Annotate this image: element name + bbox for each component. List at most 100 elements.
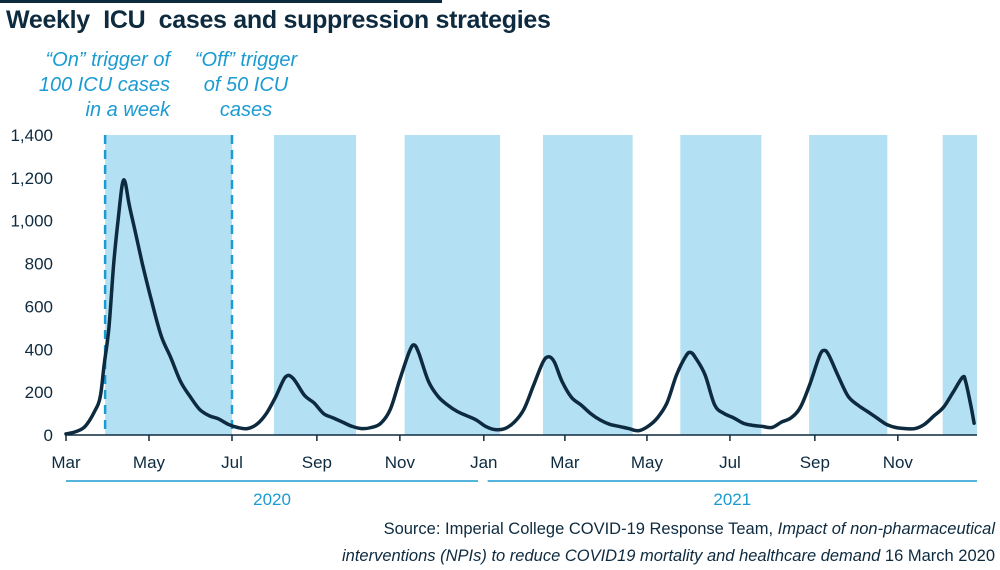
data-point xyxy=(656,416,659,419)
data-point xyxy=(704,374,707,376)
data-point xyxy=(666,401,668,404)
data-point xyxy=(904,427,907,430)
data-point xyxy=(818,354,821,357)
data-point xyxy=(799,406,802,409)
source-note: Source: Imperial College COVID-19 Respon… xyxy=(295,516,995,570)
suppression-period-2 xyxy=(273,135,356,435)
source-suffix: 16 March 2020 xyxy=(880,547,995,565)
data-point xyxy=(689,351,692,354)
year-label-2020: 2020 xyxy=(253,490,291,509)
data-point xyxy=(360,427,363,430)
data-point xyxy=(553,361,556,364)
x-tick-label: May xyxy=(631,453,664,472)
data-point xyxy=(121,183,124,186)
data-point xyxy=(217,418,220,420)
x-tick-label: Jul xyxy=(221,453,243,472)
data-point xyxy=(274,395,277,398)
x-tick-label: Jan xyxy=(470,453,497,472)
data-point xyxy=(923,423,926,426)
data-point xyxy=(790,416,792,419)
off-trigger-annotation: “Off” trigger of 50 ICU cases xyxy=(194,49,298,121)
on-trigger-annotation: “On” trigger of 100 ICU cases in a week xyxy=(38,49,170,121)
data-point xyxy=(513,421,516,424)
year-label-2021: 2021 xyxy=(713,490,751,509)
data-point xyxy=(542,361,544,364)
data-point xyxy=(74,430,77,433)
data-point xyxy=(675,374,678,376)
data-point xyxy=(150,301,153,304)
data-point xyxy=(227,423,230,426)
data-point xyxy=(885,423,888,426)
data-point xyxy=(914,427,916,430)
data-point xyxy=(418,352,420,355)
suppression-period-6 xyxy=(809,135,888,435)
data-point xyxy=(599,419,602,421)
data-point xyxy=(694,356,697,359)
data-point xyxy=(866,410,869,413)
data-point xyxy=(828,354,831,357)
data-point xyxy=(494,428,497,431)
data-point xyxy=(484,425,487,428)
source-prefix: Source: Imperial College COVID-19 Respon… xyxy=(383,520,778,538)
data-point xyxy=(255,423,258,426)
y-tick-label: 0 xyxy=(44,426,53,445)
data-point xyxy=(389,408,392,411)
data-point xyxy=(284,376,287,379)
data-point xyxy=(933,414,935,417)
data-point xyxy=(771,426,773,429)
data-point xyxy=(547,355,550,358)
series-line-group xyxy=(64,178,976,436)
y-tick-label: 400 xyxy=(25,340,53,359)
y-tick-label: 1,000 xyxy=(10,212,53,231)
data-point xyxy=(437,395,439,398)
x-tick-label: May xyxy=(133,453,166,472)
y-tick-label: 1,400 xyxy=(10,126,53,145)
suppression-period-7 xyxy=(942,135,977,435)
data-point xyxy=(823,349,826,352)
data-point xyxy=(141,262,144,265)
data-point xyxy=(170,356,172,359)
data-point xyxy=(503,427,506,430)
data-point xyxy=(732,416,735,419)
data-point xyxy=(837,376,840,379)
y-tick-label: 200 xyxy=(25,383,53,402)
data-point xyxy=(589,412,592,415)
y-tick-label: 1,200 xyxy=(10,169,53,188)
data-point xyxy=(618,425,621,428)
data-point xyxy=(93,410,96,413)
source-title: Impact of non-pharmaceutical interventio… xyxy=(341,520,995,565)
x-tick-label: Sep xyxy=(302,453,332,472)
data-point xyxy=(742,422,745,425)
suppression-period-4 xyxy=(542,135,633,435)
data-point xyxy=(723,412,726,415)
trigger-lines xyxy=(103,135,234,435)
data-point xyxy=(780,421,783,424)
data-point xyxy=(427,380,430,383)
data-point xyxy=(332,416,334,419)
data-point xyxy=(627,427,630,430)
x-tick-label: Sep xyxy=(800,453,830,472)
data-point xyxy=(133,228,136,231)
data-point xyxy=(847,395,850,398)
data-point xyxy=(608,423,611,426)
data-point xyxy=(969,401,972,404)
y-tick-label: 800 xyxy=(25,255,53,274)
data-point xyxy=(580,404,583,406)
data-point xyxy=(456,410,459,413)
data-point xyxy=(532,384,535,387)
x-tick-label: Nov xyxy=(385,453,416,472)
data-point xyxy=(856,404,859,406)
data-point xyxy=(303,394,306,397)
data-point xyxy=(570,396,573,399)
data-point xyxy=(179,380,182,383)
data-point xyxy=(446,404,449,406)
y-tick-label: 600 xyxy=(25,297,53,316)
data-point xyxy=(964,380,967,383)
x-tick-label: Nov xyxy=(883,453,914,472)
data-point xyxy=(751,424,754,427)
data-point xyxy=(370,426,373,429)
suppression-period-3 xyxy=(404,135,501,435)
data-point xyxy=(713,404,716,406)
x-tick-label: Jul xyxy=(719,453,741,472)
